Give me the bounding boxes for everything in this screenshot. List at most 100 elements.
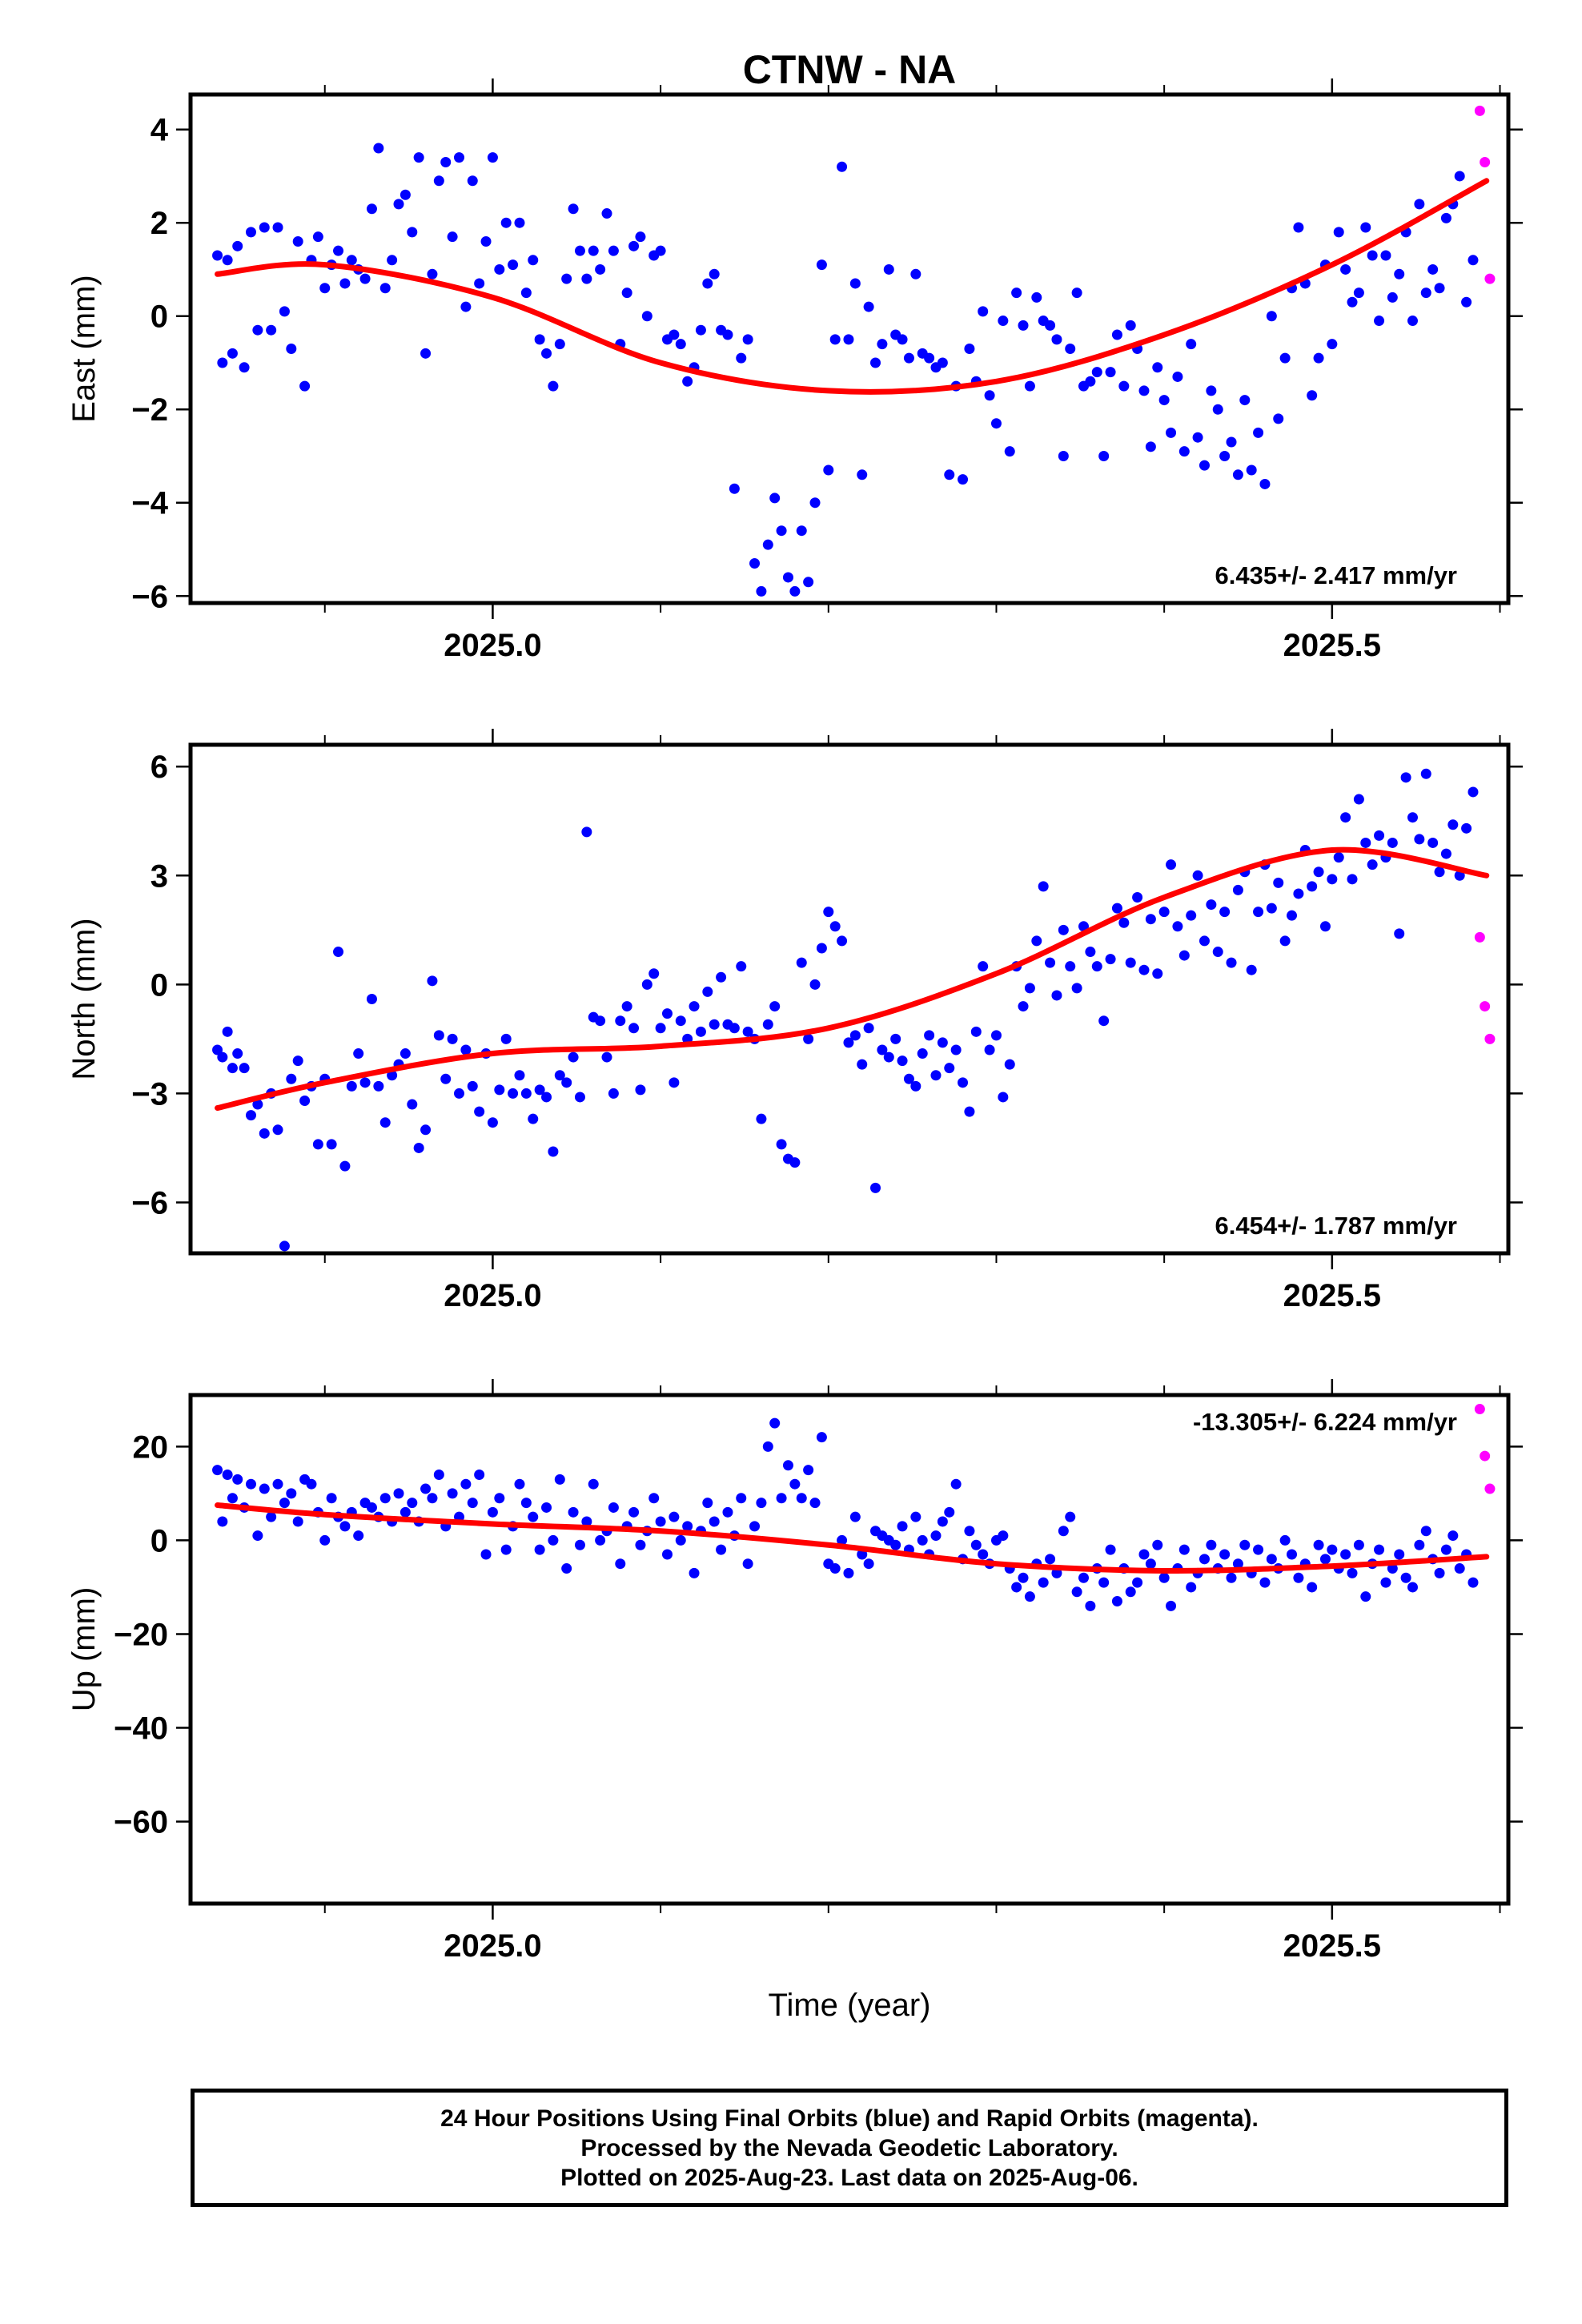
final-orbit-point <box>1340 263 1351 275</box>
final-orbit-point <box>1011 287 1022 299</box>
final-orbit-point <box>312 1139 323 1150</box>
final-orbit-point <box>749 1521 761 1532</box>
panel-2: 2025.0 2025.5 −6 −3 0 3 6 North (mm) 6.454+/- 1.… <box>66 729 1523 1313</box>
final-orbit-point <box>837 1534 848 1546</box>
final-orbit-point <box>420 1124 432 1136</box>
final-orbit-point <box>843 1037 854 1048</box>
final-orbit-point <box>1145 914 1156 925</box>
final-orbit-point <box>494 1493 505 1504</box>
final-orbit-point <box>514 1478 525 1490</box>
final-orbit-point <box>400 189 411 200</box>
final-orbit-point <box>1111 329 1122 340</box>
final-orbit-point <box>407 1498 418 1509</box>
final-orbit-point <box>212 250 223 261</box>
final-orbit-point <box>574 1092 585 1103</box>
footer-line-2: Processed by the Nevada Geodetic Laborat… <box>580 2135 1118 2161</box>
final-orbit-point <box>1199 935 1210 947</box>
final-orbit-point <box>1327 1544 1338 1555</box>
final-orbit-point <box>595 263 606 275</box>
final-orbit-point <box>1420 287 1431 299</box>
final-orbit-point <box>608 1502 619 1513</box>
velocity-annotation: 6.435+/- 2.417 mm/yr <box>1215 561 1457 589</box>
final-orbit-point <box>1447 1530 1459 1542</box>
final-orbit-point <box>568 203 579 215</box>
y-tick-label: −40 <box>114 1711 168 1747</box>
final-orbit-point <box>661 1008 673 1019</box>
final-orbit-point <box>292 1516 303 1527</box>
final-orbit-point <box>870 357 881 368</box>
final-orbit-point <box>272 222 283 233</box>
final-orbit-point <box>816 1432 827 1443</box>
final-orbit-point <box>447 1033 458 1044</box>
y-tick-label: 0 <box>151 967 168 1003</box>
trend-fit-curve <box>215 846 1490 1112</box>
final-orbit-point <box>950 1044 962 1055</box>
final-orbit-point <box>279 1498 290 1509</box>
final-orbit-point <box>1085 376 1096 387</box>
final-orbit-point <box>669 1511 680 1522</box>
final-orbit-point <box>769 1001 781 1012</box>
final-orbit-point <box>1004 446 1015 457</box>
final-orbit-point <box>1024 380 1035 392</box>
final-orbit-point <box>222 1026 233 1037</box>
final-orbit-point <box>1340 1549 1351 1560</box>
final-orbit-point <box>528 255 539 266</box>
panel-1: CTNW - NA 2025.0 2025.5 −6 −4 −2 0 2 4 East (mm) 6… <box>66 47 1523 663</box>
plot-frame <box>188 742 1511 1256</box>
final-orbit-point <box>782 572 793 583</box>
final-orbit-point <box>756 1498 767 1509</box>
final-orbit-point <box>1340 812 1351 823</box>
y-tick-label: 4 <box>151 113 169 148</box>
final-orbit-point <box>924 352 935 364</box>
rapid-orbit-point <box>1484 273 1496 284</box>
final-orbit-point <box>937 1037 948 1048</box>
final-orbit-point <box>1259 478 1271 489</box>
final-orbit-point <box>286 344 297 354</box>
final-orbit-point <box>749 557 761 569</box>
final-orbit-point <box>628 240 640 251</box>
final-orbit-point <box>803 577 814 588</box>
final-orbit-point <box>635 1539 646 1550</box>
final-orbit-point <box>1178 446 1190 457</box>
final-orbit-point <box>776 525 787 537</box>
final-orbit-point <box>769 1417 781 1429</box>
data-layer <box>212 1404 1496 1611</box>
final-orbit-point <box>433 1030 444 1041</box>
final-orbit-point <box>1226 957 1237 968</box>
final-orbit-point <box>1374 316 1385 327</box>
final-orbit-point <box>1266 1554 1277 1565</box>
final-orbit-point <box>1307 390 1318 401</box>
final-orbit-point <box>1118 917 1130 928</box>
final-orbit-point <box>1427 837 1439 848</box>
final-orbit-point <box>346 1080 357 1092</box>
y-axis-label: East (mm) <box>66 275 102 422</box>
final-orbit-point <box>1307 881 1318 892</box>
final-orbit-point <box>541 1502 552 1513</box>
final-orbit-point <box>212 1044 223 1055</box>
final-orbit-point <box>615 1558 626 1570</box>
y-tick-label: −6 <box>131 579 168 614</box>
final-orbit-point <box>217 357 228 368</box>
final-orbit-point <box>581 826 592 838</box>
final-orbit-point <box>1172 371 1183 382</box>
final-orbit-point <box>1259 1577 1271 1588</box>
rapid-orbit-point <box>1474 1404 1485 1415</box>
final-orbit-point <box>326 1493 337 1504</box>
final-orbit-point <box>1166 859 1177 870</box>
final-orbit-point <box>359 273 371 284</box>
final-orbit-point <box>1158 907 1170 918</box>
final-orbit-point <box>762 539 773 550</box>
final-orbit-point <box>608 1088 619 1099</box>
final-orbit-point <box>944 469 955 480</box>
final-orbit-point <box>1333 852 1344 863</box>
final-orbit-point <box>1387 837 1398 848</box>
final-orbit-point <box>1024 1591 1035 1602</box>
final-orbit-point <box>1313 1539 1324 1550</box>
final-orbit-point <box>1038 881 1049 892</box>
final-orbit-point <box>1219 1549 1231 1560</box>
final-orbit-point <box>1313 866 1324 878</box>
final-orbit-point <box>232 1474 243 1485</box>
final-orbit-point <box>272 1124 283 1136</box>
final-orbit-point <box>1327 874 1338 885</box>
